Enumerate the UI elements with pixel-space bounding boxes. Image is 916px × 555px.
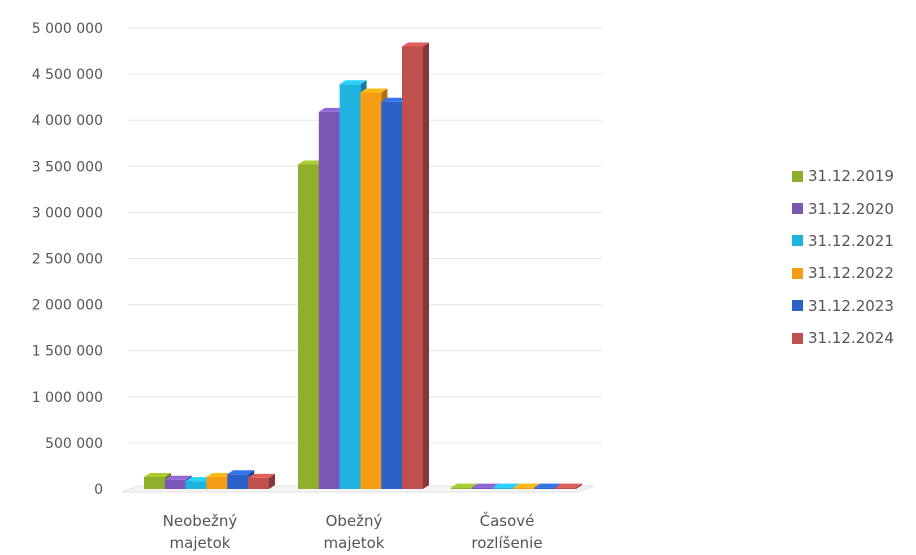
legend-label: 31.12.2023 [808,296,894,315]
legend-swatch [792,235,803,247]
x-tick-label: majetok [170,534,231,552]
bar-top [144,473,171,478]
y-tick-label: 5 000 000 [32,21,103,37]
bar [227,474,249,489]
legend-swatch [792,332,803,344]
bar-top [451,483,478,488]
legend-item: 31.12.2024 [792,322,894,354]
bar-top [381,97,409,102]
y-tick-label: 3 500 000 [32,159,103,175]
bar-top [227,470,255,475]
bar [164,479,186,489]
legend-swatch [792,203,803,215]
bar-top [534,483,562,488]
legend-label: 31.12.2019 [808,167,894,186]
legend-label: 31.12.2022 [808,264,894,283]
x-tick-label: Obežný [326,512,383,530]
bar [402,46,423,489]
legend-item: 31.12.2023 [792,290,894,322]
y-tick-label: 1 000 000 [32,390,103,406]
y-tick-label: 1 500 000 [32,344,103,360]
bar-top [248,473,275,478]
bar-top [339,80,367,85]
bar-top [402,42,429,47]
y-tick-label: 4 000 000 [32,113,103,129]
legend-swatch [792,170,803,182]
bar-side [576,483,582,489]
bar [318,111,340,489]
bar-top [360,88,388,93]
bar-top [492,483,520,488]
bar [298,164,319,489]
bar-top [555,483,582,488]
bar [451,487,472,489]
bar-top [318,107,346,112]
x-tick-label: rozlíšenie [471,534,542,552]
bar [534,487,556,489]
bar [248,477,269,489]
chart-legend: 31.12.2019 31.12.2020 31.12.2021 31.12.2022… [792,160,894,354]
y-tick-label: 0 [94,482,103,498]
bar-top [206,473,234,478]
bar-top [513,483,541,488]
x-tick-label: majetok [324,534,385,552]
bar [144,477,165,489]
y-tick-label: 2 000 000 [32,298,103,314]
bar [206,477,228,489]
y-tick-label: 2 500 000 [32,252,103,268]
legend-item: 31.12.2019 [792,160,894,192]
legend-label: 31.12.2024 [808,329,894,348]
bar [471,487,493,489]
legend-item: 31.12.2022 [792,257,894,289]
bar [555,487,576,489]
legend-label: 31.12.2020 [808,199,894,218]
bar-top [298,160,325,165]
bar [360,92,382,489]
x-tick-label: Neobežný [163,512,238,530]
legend-item: 31.12.2021 [792,225,894,257]
bar-side [269,473,275,489]
bar [381,101,403,489]
legend-swatch [792,267,803,279]
bar [185,481,207,489]
x-tick-label: Časové [480,511,535,530]
y-tick-label: 3 000 000 [32,205,103,221]
bar-top [185,477,213,482]
legend-label: 31.12.2021 [808,231,894,250]
bar-top [471,483,499,488]
bar-top [164,475,192,480]
legend-item: 31.12.2020 [792,192,894,224]
y-tick-label: 500 000 [45,436,103,452]
bar-side [423,42,429,489]
bar [513,487,535,489]
legend-swatch [792,300,803,312]
bar [492,487,514,489]
y-tick-label: 4 500 000 [32,67,103,83]
bar [339,84,361,489]
